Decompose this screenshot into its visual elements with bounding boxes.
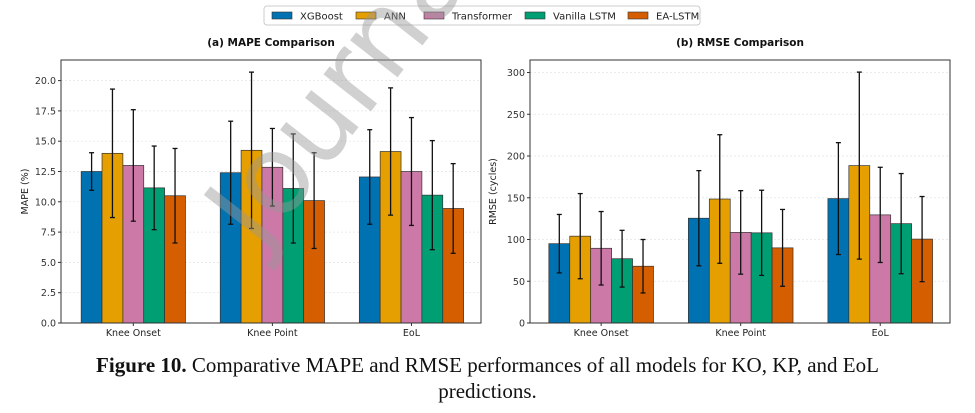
x-tick-label: Knee Point xyxy=(247,328,298,339)
error-bar xyxy=(89,152,95,191)
y-tick-label: 0.0 xyxy=(41,319,56,330)
y-tick-label: 250 xyxy=(507,110,525,121)
legend-frame xyxy=(263,5,701,26)
x-tick-label: Knee Onset xyxy=(574,328,629,339)
error-bar xyxy=(367,129,373,225)
legend-label: Vanilla LSTM xyxy=(553,12,616,23)
error-bar xyxy=(835,142,841,256)
y-tick-label: 20.0 xyxy=(35,76,56,87)
error-bar xyxy=(408,116,414,227)
error-bar xyxy=(556,213,562,274)
error-bar xyxy=(429,139,435,251)
figure: XGBoost ANN Transformer Vanilla LSTM EA-LSTM… xyxy=(20,5,951,339)
error-bar xyxy=(311,152,317,250)
error-bar xyxy=(228,120,234,225)
caption-text-line2: predictions. xyxy=(438,379,537,403)
bar-xgboost xyxy=(80,171,103,324)
y-axis-label: MAPE (%) xyxy=(20,169,31,215)
plot-frame xyxy=(529,59,951,324)
error-bar xyxy=(109,88,115,219)
error-bar xyxy=(388,87,394,216)
legend-label: XGBoost xyxy=(300,12,343,23)
error-bar xyxy=(151,145,157,231)
legend-swatch xyxy=(355,11,377,20)
x-tick-label: EoL xyxy=(403,328,421,339)
y-axis-label: RMSE (cycles) xyxy=(488,158,499,225)
error-bar xyxy=(598,210,604,286)
caption-text-line1: Comparative MAPE and RMSE performances o… xyxy=(186,353,879,377)
error-bar xyxy=(919,195,925,283)
legend-swatch xyxy=(627,11,649,20)
error-bar xyxy=(249,71,255,230)
chart-panel-rmse: (b) RMSE Comparison 0 50 100 150 200 250 300 RMS… xyxy=(488,37,951,339)
chart-title: (b) RMSE Comparison xyxy=(676,37,804,49)
error-bar xyxy=(577,192,583,280)
y-tick-label: 150 xyxy=(507,193,525,204)
y-tick-label: 0 xyxy=(519,319,525,330)
error-bar xyxy=(172,147,178,244)
x-tick-label: Knee Onset xyxy=(106,328,161,339)
y-tick-label: 12.5 xyxy=(35,167,56,178)
plot-frame xyxy=(60,59,482,324)
error-bar xyxy=(898,172,904,275)
y-tick-label: 15.0 xyxy=(35,137,56,148)
legend-item: Transformer xyxy=(423,11,513,23)
error-bar xyxy=(450,162,456,254)
error-bar xyxy=(619,229,625,288)
y-tick-label: 17.5 xyxy=(35,106,56,117)
legend-item: Vanilla LSTM xyxy=(524,11,616,23)
error-bar xyxy=(856,71,862,260)
chart-panel-mape: (a) MAPE Comparison 0.0 2.5 5.0 7.5 10.0 12.5 1… xyxy=(20,37,482,339)
y-tick-label: 2.5 xyxy=(41,288,56,299)
legend-swatch xyxy=(423,11,445,20)
figure-caption: Figure 10. Comparative MAPE and RMSE per… xyxy=(0,352,975,378)
y-tick-label: 300 xyxy=(507,68,525,79)
error-bar xyxy=(640,238,646,294)
x-tick-label: Knee Point xyxy=(715,328,766,339)
legend-swatch xyxy=(271,11,293,20)
legend-item: ANN xyxy=(355,11,406,23)
error-bar xyxy=(738,190,744,275)
error-bar xyxy=(780,208,786,287)
error-bar xyxy=(717,134,723,264)
error-bar xyxy=(759,189,765,277)
caption-label: Figure 10. xyxy=(96,353,187,377)
legend: XGBoost ANN Transformer Vanilla LSTM EA-LSTM xyxy=(263,5,701,26)
error-bar xyxy=(877,166,883,264)
legend-label: EA-LSTM xyxy=(656,12,699,23)
legend-swatch xyxy=(524,11,546,20)
error-bar xyxy=(269,127,275,207)
y-tick-label: 10.0 xyxy=(35,197,56,208)
legend-item: XGBoost xyxy=(271,11,343,23)
y-tick-label: 200 xyxy=(507,152,525,163)
y-tick-label: 50 xyxy=(513,277,525,288)
x-tick-label: EoL xyxy=(872,328,890,339)
y-tick-label: 5.0 xyxy=(41,258,56,269)
figure-caption-line2: predictions. xyxy=(0,378,975,404)
legend-label: Transformer xyxy=(451,12,513,23)
y-tick-label: 100 xyxy=(507,235,525,246)
legend-item: EA-LSTM xyxy=(627,11,699,23)
error-bar xyxy=(130,109,136,222)
error-bar xyxy=(696,169,702,267)
y-tick-label: 7.5 xyxy=(41,228,56,239)
legend-label: ANN xyxy=(384,12,406,23)
error-bar xyxy=(290,133,296,244)
chart-title: (a) MAPE Comparison xyxy=(207,37,335,49)
